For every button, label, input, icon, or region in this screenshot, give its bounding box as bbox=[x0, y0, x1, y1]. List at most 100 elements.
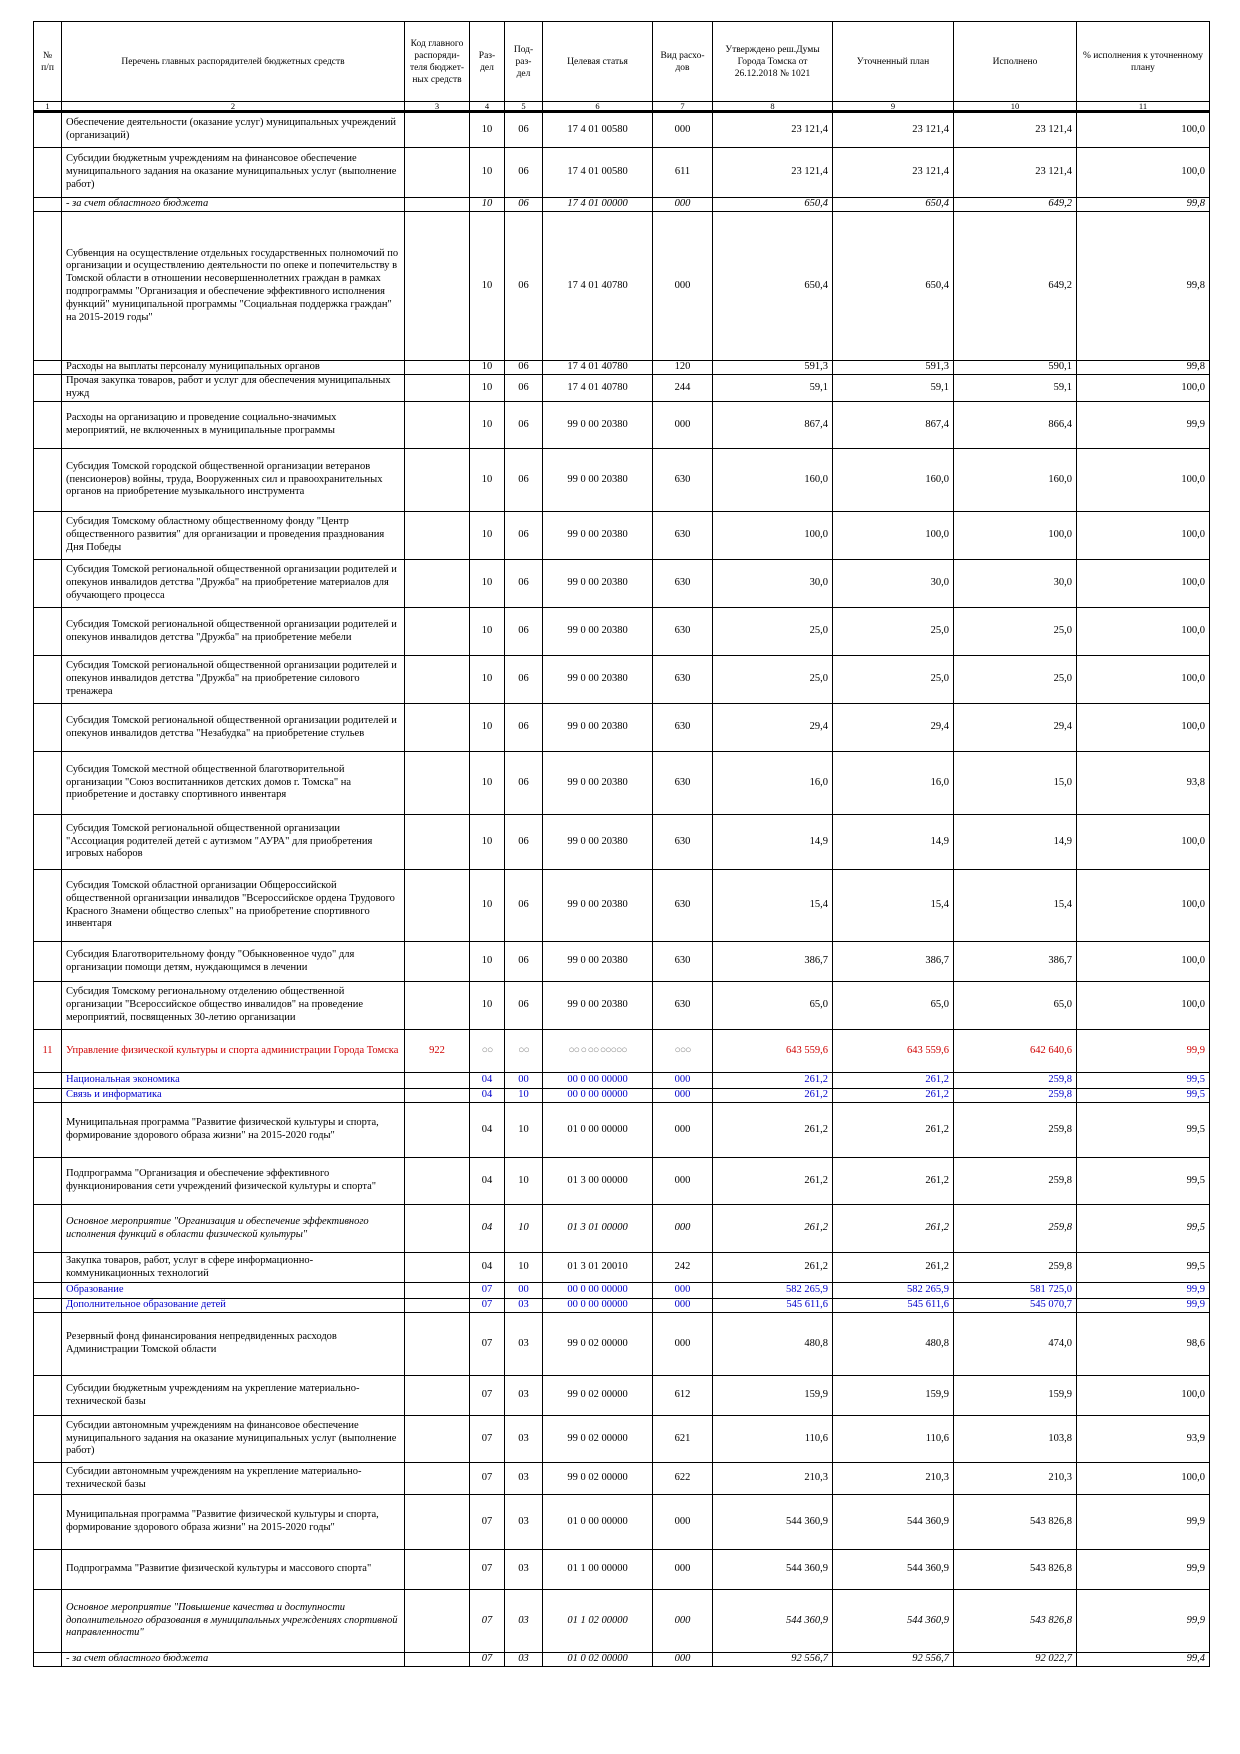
manager-code-cell bbox=[404, 1282, 470, 1299]
column-number: 8 bbox=[712, 101, 833, 113]
section-cell: ○○ bbox=[469, 1029, 505, 1073]
executed-amount-cell: 23 121,4 bbox=[953, 111, 1077, 148]
executed-amount-cell: 160,0 bbox=[953, 448, 1077, 512]
table-row: Субсидия Томской областной организации О… bbox=[33, 869, 1210, 942]
expense-type-cell: 000 bbox=[652, 111, 713, 148]
description-cell: Субвенция на осуществление отдельных гос… bbox=[61, 211, 405, 361]
target-article-cell: 99 0 00 20380 bbox=[542, 981, 653, 1030]
manager-code-cell bbox=[404, 197, 470, 212]
plan-amount-cell: 23 121,4 bbox=[832, 111, 954, 148]
section-cell: 10 bbox=[469, 147, 505, 198]
percent-cell: 99,5 bbox=[1076, 1072, 1210, 1089]
subsection-cell: 06 bbox=[504, 559, 543, 608]
target-article-cell: 99 0 00 20380 bbox=[542, 941, 653, 982]
table-row: Субвенция на осуществление отдельных гос… bbox=[33, 211, 1210, 361]
description-cell: Субсидия Томскому региональному отделени… bbox=[61, 981, 405, 1030]
table-row: Подпрограмма "Организация и обеспечение … bbox=[33, 1157, 1210, 1205]
target-article-cell: 99 0 02 00000 bbox=[542, 1375, 653, 1416]
description-cell: Образование bbox=[61, 1282, 405, 1299]
approved-amount-cell: 650,4 bbox=[712, 211, 833, 361]
description-cell: Субсидии автономным учреждениям на финан… bbox=[61, 1415, 405, 1463]
row-number-cell bbox=[33, 1494, 62, 1550]
row-number-cell bbox=[33, 941, 62, 982]
row-number-cell bbox=[33, 1204, 62, 1253]
row-number-cell bbox=[33, 374, 62, 402]
subsection-cell: 06 bbox=[504, 981, 543, 1030]
subsection-cell: 06 bbox=[504, 448, 543, 512]
table-row: Прочая закупка товаров, работ и услуг дл… bbox=[33, 374, 1210, 402]
description-cell: Управление физической культуры и спорта … bbox=[61, 1029, 405, 1073]
subsection-cell: 06 bbox=[504, 655, 543, 704]
section-cell: 04 bbox=[469, 1252, 505, 1283]
expense-type-cell: 630 bbox=[652, 655, 713, 704]
table-row: Основное мероприятие "Повышение качества… bbox=[33, 1589, 1210, 1653]
approved-amount-cell: 650,4 bbox=[712, 197, 833, 212]
approved-amount-cell: 544 360,9 bbox=[712, 1549, 833, 1590]
approved-amount-cell: 100,0 bbox=[712, 511, 833, 560]
description-cell: Обеспечение деятельности (оказание услуг… bbox=[61, 111, 405, 148]
expense-type-cell: 622 bbox=[652, 1462, 713, 1495]
approved-amount-cell: 643 559,6 bbox=[712, 1029, 833, 1073]
expense-type-cell: 000 bbox=[652, 1298, 713, 1313]
executed-amount-cell: 29,4 bbox=[953, 703, 1077, 752]
plan-amount-cell: 643 559,6 bbox=[832, 1029, 954, 1073]
subsection-cell: 03 bbox=[504, 1312, 543, 1376]
table-row: Подпрограмма "Развитие физической культу… bbox=[33, 1549, 1210, 1590]
header-cell-code: Код главного распоряди- теля бюджет- ных… bbox=[404, 21, 470, 102]
target-article-cell: 99 0 00 20380 bbox=[542, 814, 653, 870]
description-cell: Связь и информатика bbox=[61, 1088, 405, 1103]
executed-amount-cell: 386,7 bbox=[953, 941, 1077, 982]
description-cell: Субсидия Томской региональной общественн… bbox=[61, 655, 405, 704]
subsection-cell: 10 bbox=[504, 1157, 543, 1205]
manager-code-cell bbox=[404, 559, 470, 608]
percent-cell: 100,0 bbox=[1076, 111, 1210, 148]
manager-code-cell bbox=[404, 814, 470, 870]
approved-amount-cell: 261,2 bbox=[712, 1072, 833, 1089]
row-number-cell bbox=[33, 559, 62, 608]
target-article-cell: 17 4 01 40780 bbox=[542, 360, 653, 375]
expense-type-cell: 630 bbox=[652, 448, 713, 512]
approved-amount-cell: 867,4 bbox=[712, 401, 833, 449]
manager-code-cell bbox=[404, 1157, 470, 1205]
approved-amount-cell: 591,3 bbox=[712, 360, 833, 375]
manager-code-cell bbox=[404, 1252, 470, 1283]
description-cell: Основное мероприятие "Организация и обес… bbox=[61, 1204, 405, 1253]
row-number-cell bbox=[33, 1415, 62, 1463]
manager-code-cell bbox=[404, 1652, 470, 1667]
manager-code-cell bbox=[404, 1462, 470, 1495]
percent-cell: 100,0 bbox=[1076, 147, 1210, 198]
column-number: 9 bbox=[832, 101, 954, 113]
expense-type-cell: 000 bbox=[652, 1549, 713, 1590]
row-number-cell bbox=[33, 448, 62, 512]
executed-amount-cell: 259,8 bbox=[953, 1088, 1077, 1103]
target-article-cell: 00 0 00 00000 bbox=[542, 1282, 653, 1299]
row-number-cell bbox=[33, 703, 62, 752]
section-cell: 07 bbox=[469, 1298, 505, 1313]
description-cell: Основное мероприятие "Повышение качества… bbox=[61, 1589, 405, 1653]
percent-cell: 99,5 bbox=[1076, 1204, 1210, 1253]
target-article-cell: 01 3 00 00000 bbox=[542, 1157, 653, 1205]
percent-cell: 100,0 bbox=[1076, 655, 1210, 704]
column-number: 2 bbox=[61, 101, 405, 113]
manager-code-cell bbox=[404, 1415, 470, 1463]
expense-type-cell: 000 bbox=[652, 197, 713, 212]
section-cell: 10 bbox=[469, 360, 505, 375]
section-cell: 10 bbox=[469, 869, 505, 942]
section-cell: 10 bbox=[469, 374, 505, 402]
table-row: Субсидии бюджетным учреждениям на укрепл… bbox=[33, 1375, 1210, 1416]
executed-amount-cell: 543 826,8 bbox=[953, 1589, 1077, 1653]
row-number-cell bbox=[33, 751, 62, 815]
table-row: Обеспечение деятельности (оказание услуг… bbox=[33, 111, 1210, 148]
row-number-cell bbox=[33, 1252, 62, 1283]
expense-type-cell: 630 bbox=[652, 869, 713, 942]
section-cell: 10 bbox=[469, 448, 505, 512]
plan-amount-cell: 110,6 bbox=[832, 1415, 954, 1463]
approved-amount-cell: 545 611,6 bbox=[712, 1298, 833, 1313]
target-article-cell: 99 0 00 20380 bbox=[542, 607, 653, 656]
subsection-cell: 03 bbox=[504, 1415, 543, 1463]
column-number: 6 bbox=[542, 101, 653, 113]
executed-amount-cell: 259,8 bbox=[953, 1072, 1077, 1089]
row-number-cell bbox=[33, 1072, 62, 1089]
executed-amount-cell: 159,9 bbox=[953, 1375, 1077, 1416]
row-number-cell bbox=[33, 1549, 62, 1590]
